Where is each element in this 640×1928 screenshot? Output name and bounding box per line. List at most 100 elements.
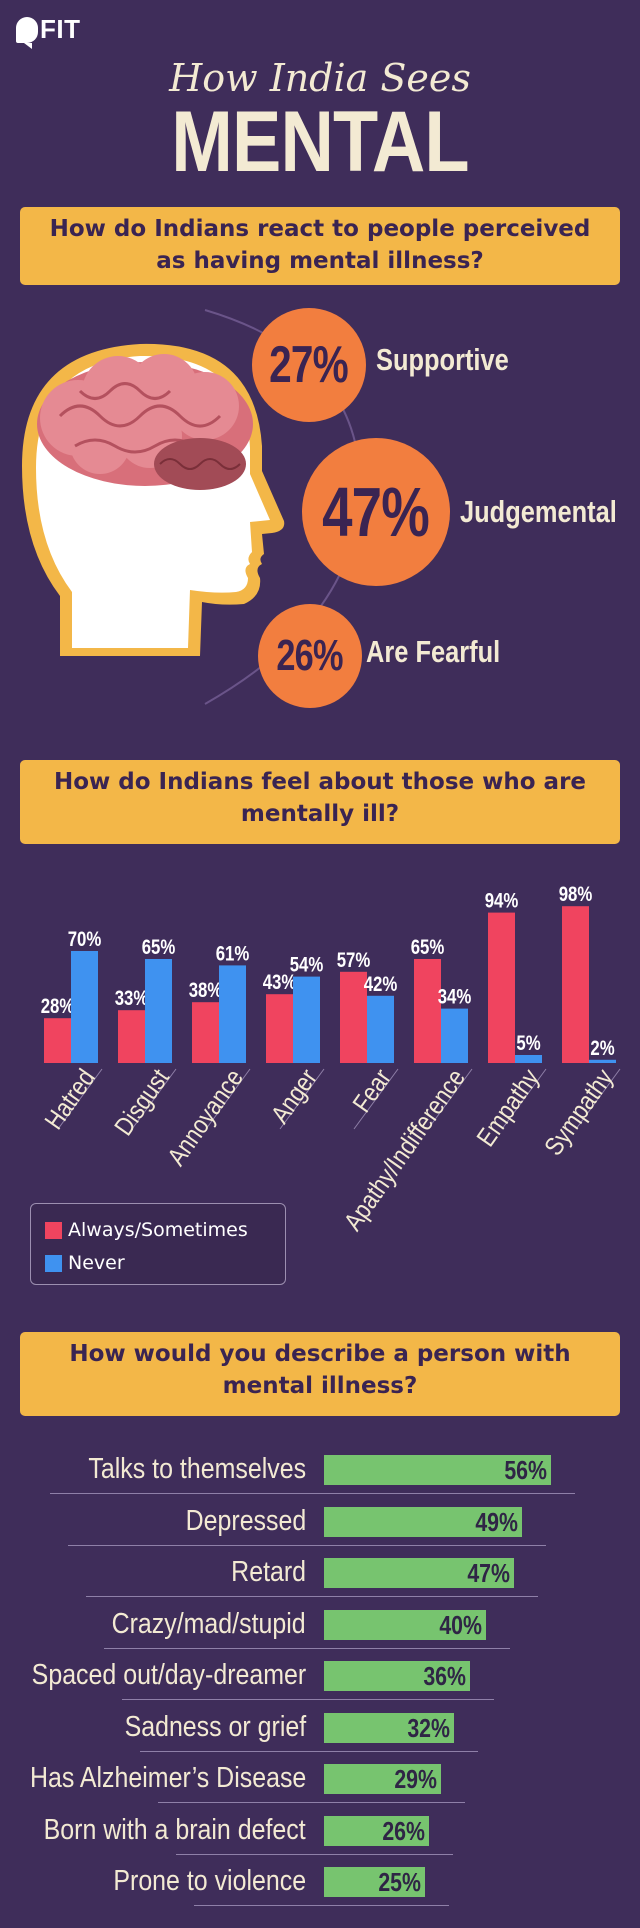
divider-line-4 bbox=[353, 1068, 399, 1130]
description-label: Has Alzheimer’s Disease bbox=[29, 1762, 306, 1794]
description-bar bbox=[324, 1661, 470, 1691]
description-value: 49% bbox=[475, 1506, 519, 1537]
feelings-bar-chart: 28% 70% Hatred 33% 65% Disgust 38% 61% Annoyance… bbox=[39, 884, 621, 1236]
category-label-1: Disgust bbox=[109, 1064, 175, 1141]
data-label-always-4: 57% bbox=[337, 949, 371, 972]
data-label-never-0: 70% bbox=[68, 928, 102, 951]
description-value: 32% bbox=[406, 1712, 450, 1743]
description-bar bbox=[324, 1764, 442, 1794]
section1-banner: How do Indians react to people perceived… bbox=[20, 207, 620, 285]
legend-swatch-red bbox=[45, 1221, 62, 1239]
section2-question: How do Indians feel about those who are … bbox=[53, 769, 587, 827]
bar-always-3 bbox=[266, 994, 293, 1063]
supportive-value: 27% bbox=[269, 336, 350, 394]
row-underline bbox=[50, 1493, 575, 1494]
data-label-never-2: 61% bbox=[216, 943, 250, 966]
divider-line-3 bbox=[279, 1068, 325, 1130]
description-bar bbox=[324, 1558, 515, 1588]
data-label-never-6: 5% bbox=[516, 1032, 540, 1055]
bar-never-4 bbox=[367, 995, 394, 1063]
description-value: 26% bbox=[382, 1815, 426, 1846]
divider-line-2 bbox=[205, 1068, 251, 1130]
description-label: Sadness or grief bbox=[124, 1710, 306, 1743]
description-label: Born with a brain defect bbox=[43, 1813, 306, 1846]
description-bar bbox=[324, 1815, 430, 1846]
description-value: 47% bbox=[467, 1558, 511, 1588]
bar-always-2 bbox=[192, 1002, 219, 1063]
row-underline bbox=[104, 1647, 510, 1649]
bar-never-3 bbox=[293, 976, 320, 1063]
description-row: Spaced out/day-dreamer 36% bbox=[0, 1657, 640, 1709]
data-label-always-0: 28% bbox=[41, 996, 75, 1019]
bubble-supportive: 27% bbox=[252, 308, 366, 422]
data-label-never-7: 2% bbox=[590, 1037, 614, 1060]
section3-banner: How would you describe a person with men… bbox=[20, 1332, 620, 1416]
bar-never-5 bbox=[441, 1008, 468, 1063]
category-label-2: Annoyance bbox=[162, 1064, 249, 1171]
judgemental-label: Judgemental bbox=[460, 494, 617, 529]
bar-never-6 bbox=[515, 1055, 542, 1063]
divider-line-1 bbox=[131, 1068, 177, 1130]
category-label-0: Hatred bbox=[39, 1064, 101, 1135]
bar-always-4 bbox=[340, 971, 367, 1063]
fit-logo[interactable]: FIT bbox=[16, 14, 81, 49]
row-underline bbox=[194, 1905, 450, 1906]
bar-always-0 bbox=[44, 1018, 71, 1063]
bar-never-0 bbox=[71, 951, 98, 1063]
description-bar bbox=[324, 1867, 426, 1897]
data-label-always-1: 33% bbox=[115, 988, 149, 1011]
description-value: 25% bbox=[378, 1867, 422, 1897]
description-row: Sadness or grief 32% bbox=[0, 1709, 640, 1761]
row-underline bbox=[158, 1802, 466, 1803]
description-label: Prone to violence bbox=[113, 1865, 306, 1897]
description-value: 36% bbox=[423, 1661, 466, 1691]
data-label-always-7: 98% bbox=[559, 884, 593, 907]
description-bar bbox=[324, 1455, 551, 1485]
description-row: Has Alzheimer’s Disease 29% bbox=[0, 1760, 640, 1812]
data-label-never-1: 65% bbox=[142, 936, 176, 959]
description-value: 29% bbox=[394, 1764, 438, 1794]
legend-item-always: Always/Sometimes bbox=[45, 1219, 248, 1241]
section3-question: How would you describe a person with men… bbox=[69, 1341, 571, 1399]
data-label-always-2: 38% bbox=[189, 980, 223, 1003]
description-label: Retard bbox=[231, 1556, 306, 1588]
legend-label-never: Never bbox=[68, 1252, 125, 1274]
description-label: Spaced out/day-dreamer bbox=[31, 1659, 306, 1691]
head-brain-illustration bbox=[22, 309, 362, 705]
description-value: 40% bbox=[439, 1609, 482, 1640]
section2-banner: How do Indians feel about those who are … bbox=[20, 760, 620, 844]
bar-always-5 bbox=[414, 959, 441, 1063]
row-underline bbox=[176, 1853, 454, 1855]
data-label-always-6: 94% bbox=[485, 890, 519, 913]
bar-never-1 bbox=[145, 959, 172, 1063]
description-row: Prone to violence 25% bbox=[0, 1863, 640, 1915]
description-label: Talks to themselves bbox=[88, 1453, 306, 1485]
bar-always-6 bbox=[488, 912, 515, 1063]
legend-item-never: Never bbox=[45, 1252, 125, 1274]
chart-legend: Always/Sometimes Never bbox=[30, 1203, 286, 1285]
data-label-always-5: 65% bbox=[411, 936, 445, 959]
data-label-never-4: 42% bbox=[364, 973, 398, 996]
description-row: Depressed 49% bbox=[0, 1503, 640, 1555]
category-label-3: Anger bbox=[266, 1064, 324, 1129]
divider-line-0 bbox=[57, 1068, 103, 1130]
bar-always-7 bbox=[562, 906, 589, 1063]
divider-line-5 bbox=[427, 1068, 473, 1130]
fearful-label: Are Fearful bbox=[366, 634, 501, 669]
data-label-never-5: 34% bbox=[438, 986, 472, 1009]
divider-line-7 bbox=[575, 1068, 621, 1130]
description-row: Talks to themselves 56% bbox=[0, 1451, 640, 1503]
description-row: Crazy/mad/stupid 40% bbox=[0, 1606, 640, 1658]
data-label-always-3: 43% bbox=[263, 972, 297, 995]
description-value: 56% bbox=[504, 1455, 547, 1485]
bar-always-1 bbox=[118, 1010, 145, 1063]
description-bar bbox=[324, 1712, 454, 1743]
section1-question: How do Indians react to people perceived… bbox=[49, 216, 591, 274]
row-underline bbox=[140, 1750, 478, 1752]
bar-never-7 bbox=[589, 1059, 616, 1063]
description-bar bbox=[324, 1609, 486, 1640]
row-underline bbox=[122, 1699, 494, 1700]
supportive-label: Supportive bbox=[376, 342, 509, 377]
description-row: Born with a brain defect 26% bbox=[0, 1812, 640, 1864]
logo-text: FIT bbox=[40, 14, 81, 44]
